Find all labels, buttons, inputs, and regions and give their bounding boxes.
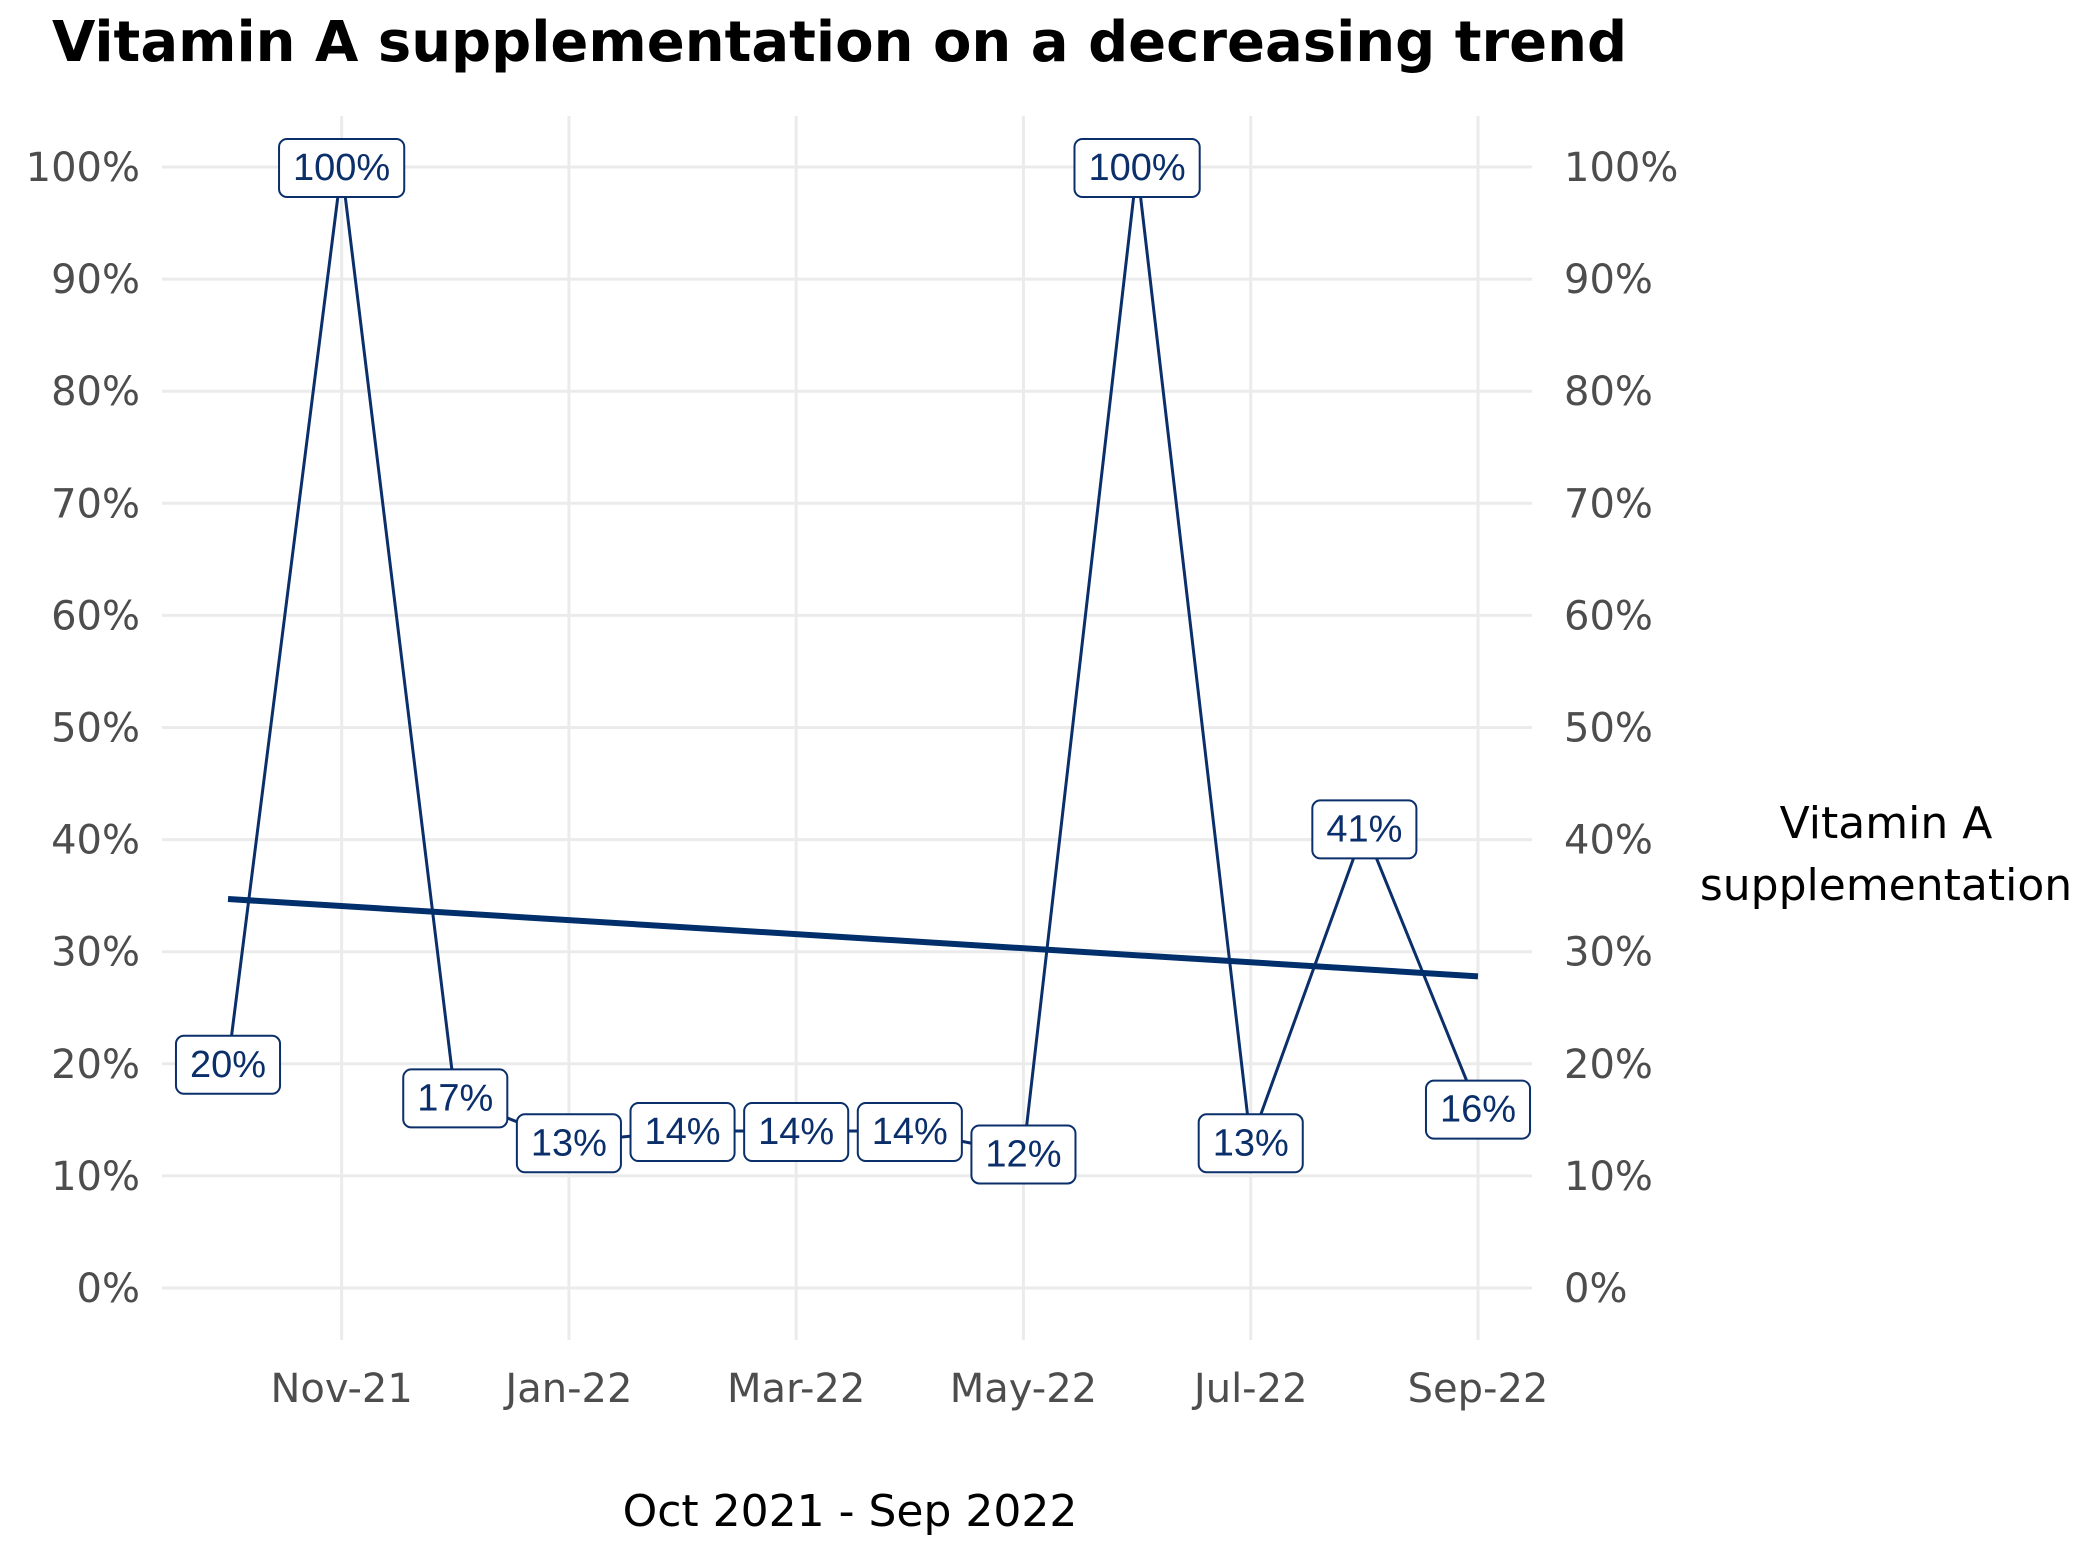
data-label: 14% xyxy=(743,1102,850,1163)
trend-line-group xyxy=(227,896,1479,980)
data-label-text: 41% xyxy=(1326,808,1402,850)
y-tick-label: 70% xyxy=(51,481,140,527)
y-tick-label: 30% xyxy=(51,930,140,976)
data-labels: 20% 100% 17% 13% 14% 14% 14% 12% 100% 13% 41% 16% xyxy=(174,138,1532,1185)
data-label-box xyxy=(856,1102,963,1163)
x-tick-label: Jul-22 xyxy=(1191,1366,1308,1412)
y-tick-label: 0% xyxy=(77,1266,140,1312)
data-label-text: 13% xyxy=(531,1122,607,1164)
secondary-y-axis-title-line-1: Vitamin A xyxy=(1780,798,1993,849)
secondary-y-tick-label: 60% xyxy=(1564,593,1653,639)
x-tick-label: Jan-22 xyxy=(502,1366,632,1412)
x-tick-label: Sep-22 xyxy=(1408,1366,1549,1412)
data-label: 14% xyxy=(856,1102,963,1163)
series-line-group xyxy=(226,166,1480,1156)
secondary-y-tick-label: 80% xyxy=(1564,369,1653,415)
data-label-text: 100% xyxy=(293,147,390,189)
y-tick-label: 90% xyxy=(51,257,140,303)
data-label: 41% xyxy=(1311,799,1418,860)
data-label-box xyxy=(1073,138,1201,198)
data-label-box xyxy=(1424,1079,1532,1140)
data-label: 100% xyxy=(278,138,406,198)
series-line xyxy=(226,166,1480,1156)
data-label-text: 12% xyxy=(985,1133,1061,1175)
data-label-text: 17% xyxy=(417,1077,493,1119)
data-label: 100% xyxy=(1073,138,1201,198)
secondary-y-tick-label: 10% xyxy=(1564,1154,1653,1200)
data-label-text: 14% xyxy=(758,1111,834,1153)
x-tick-label: Mar-22 xyxy=(727,1366,865,1412)
chart-title: Vitamin A supplementation on a decreasin… xyxy=(52,10,1628,75)
y-tick-label: 40% xyxy=(51,818,140,864)
secondary-y-tick-label: 50% xyxy=(1564,706,1653,752)
data-label: 20% xyxy=(174,1034,282,1095)
data-label-box xyxy=(1311,799,1418,860)
data-label-text: 14% xyxy=(645,1111,721,1153)
data-label-box xyxy=(278,138,406,198)
secondary-y-tick-label: 70% xyxy=(1564,481,1653,527)
data-label-box xyxy=(515,1113,622,1174)
secondary-y-axis-title: Vitamin A supplementation xyxy=(1700,798,2072,911)
grid-lines xyxy=(162,116,1532,1340)
y-tick-label: 60% xyxy=(51,593,140,639)
secondary-y-tick-label: 30% xyxy=(1564,930,1653,976)
data-label: 17% xyxy=(402,1068,509,1129)
data-label-box xyxy=(743,1102,850,1163)
x-tick-label: May-22 xyxy=(950,1366,1097,1412)
data-label: 14% xyxy=(629,1102,736,1163)
y-tick-label: 50% xyxy=(51,706,140,752)
x-axis-ticks: Nov-21 Jan-22 Mar-22 May-22 Jul-22 Sep-22 xyxy=(270,1366,1548,1412)
secondary-y-tick-label: 90% xyxy=(1564,257,1653,303)
trend-line xyxy=(227,896,1479,980)
secondary-y-tick-label: 20% xyxy=(1564,1042,1653,1088)
data-label-text: 14% xyxy=(872,1111,948,1153)
data-label: 13% xyxy=(1197,1113,1304,1174)
data-label-text: 13% xyxy=(1213,1122,1289,1164)
data-label: 16% xyxy=(1424,1079,1532,1140)
data-label: 12% xyxy=(970,1124,1077,1185)
y-tick-label: 20% xyxy=(51,1042,140,1088)
data-label-box xyxy=(970,1124,1077,1185)
secondary-y-tick-label: 40% xyxy=(1564,818,1653,864)
data-label-box xyxy=(174,1034,282,1095)
data-label-text: 16% xyxy=(1440,1089,1516,1131)
secondary-y-axis-title-line-2: supplementation xyxy=(1700,860,2072,911)
x-axis-title: Oct 2021 - Sep 2022 xyxy=(623,1486,1078,1537)
secondary-y-tick-label: 0% xyxy=(1564,1266,1627,1312)
data-label-box xyxy=(402,1068,509,1129)
data-label-text: 100% xyxy=(1088,147,1185,189)
data-label-text: 20% xyxy=(190,1044,266,1086)
y-tick-label: 80% xyxy=(51,369,140,415)
secondary-y-axis-ticks: 0% 10% 20% 30% 40% 50% 60% 70% 80% 90% 100% xyxy=(1564,145,1678,1312)
x-tick-label: Nov-21 xyxy=(270,1366,412,1412)
data-label-box xyxy=(629,1102,736,1163)
data-label-box xyxy=(1197,1113,1304,1174)
y-axis-ticks: 0% 10% 20% 30% 40% 50% 60% 70% 80% 90% 100% xyxy=(26,145,140,1312)
y-tick-label: 100% xyxy=(26,145,140,191)
y-tick-label: 10% xyxy=(51,1154,140,1200)
data-label: 13% xyxy=(515,1113,622,1174)
secondary-y-tick-label: 100% xyxy=(1564,145,1678,191)
